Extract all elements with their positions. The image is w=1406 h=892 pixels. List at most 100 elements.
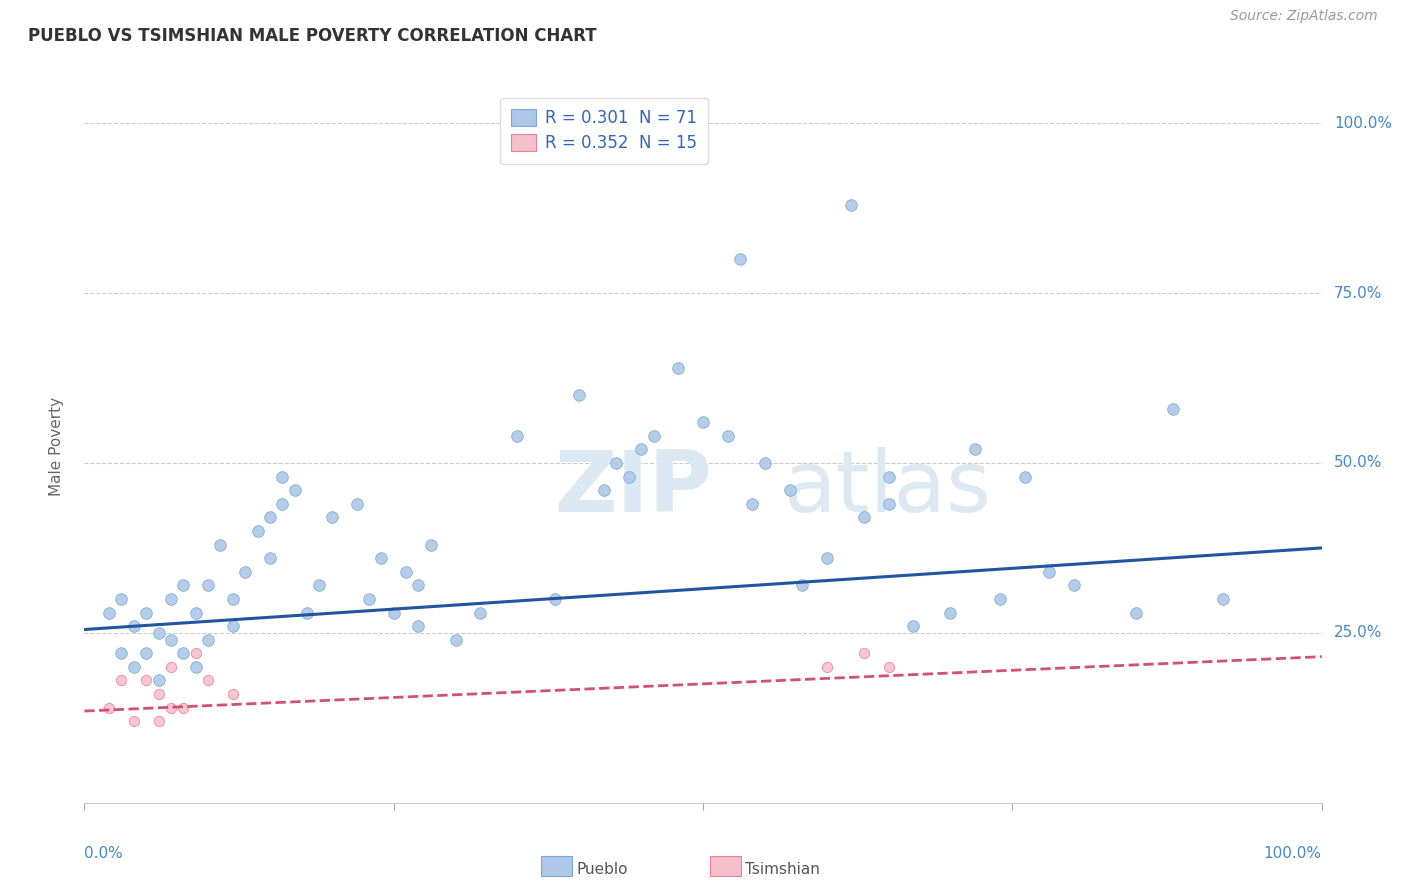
Point [172, 578, 194, 592]
Point [1038, 565, 1060, 579]
Point [965, 442, 987, 457]
Point [617, 469, 640, 483]
Point [160, 632, 183, 647]
Text: atlas: atlas [783, 447, 991, 531]
Point [148, 673, 170, 688]
Point [741, 497, 763, 511]
Point [321, 510, 343, 524]
Point [630, 442, 652, 457]
Point [408, 578, 430, 592]
Point [222, 591, 245, 606]
Point [346, 497, 368, 511]
Point [135, 606, 157, 620]
Point [815, 660, 838, 674]
Point [98, 700, 121, 714]
Point [184, 646, 207, 660]
Point [357, 591, 380, 606]
Point [444, 632, 467, 647]
Point [841, 198, 863, 212]
Point [790, 578, 813, 592]
Text: ZIP: ZIP [554, 447, 713, 531]
Point [717, 429, 740, 443]
Point [98, 606, 121, 620]
Text: Tsimshian: Tsimshian [745, 863, 820, 877]
Point [1014, 469, 1036, 483]
Point [506, 429, 529, 443]
Point [160, 660, 183, 674]
Point [1161, 401, 1184, 416]
Point [271, 497, 294, 511]
Text: 100.0%: 100.0% [1264, 846, 1322, 861]
Point [643, 429, 665, 443]
Point [172, 700, 194, 714]
Point [605, 456, 627, 470]
Point [271, 469, 294, 483]
Point [852, 646, 875, 660]
Point [135, 673, 157, 688]
Point [259, 510, 281, 524]
Point [222, 687, 245, 701]
Point [1125, 606, 1147, 620]
Point [209, 537, 232, 551]
Point [135, 646, 157, 660]
Point [470, 606, 492, 620]
Text: 25.0%: 25.0% [1334, 625, 1382, 640]
Point [259, 551, 281, 566]
Point [246, 524, 269, 538]
Point [815, 551, 838, 566]
Point [779, 483, 801, 498]
Point [568, 388, 591, 402]
Point [222, 619, 245, 633]
Text: Source: ZipAtlas.com: Source: ZipAtlas.com [1230, 9, 1378, 23]
Text: 50.0%: 50.0% [1334, 456, 1382, 470]
Point [593, 483, 616, 498]
Point [382, 606, 405, 620]
Point [184, 660, 207, 674]
Point [284, 483, 307, 498]
Point [110, 591, 132, 606]
Point [160, 591, 183, 606]
Point [395, 565, 418, 579]
Point [692, 415, 714, 429]
Point [1212, 591, 1234, 606]
Point [877, 660, 900, 674]
Text: PUEBLO VS TSIMSHIAN MALE POVERTY CORRELATION CHART: PUEBLO VS TSIMSHIAN MALE POVERTY CORRELA… [28, 27, 596, 45]
Point [148, 714, 170, 729]
Point [148, 687, 170, 701]
Point [110, 673, 132, 688]
Point [148, 626, 170, 640]
Point [160, 700, 183, 714]
Text: 0.0%: 0.0% [84, 846, 124, 861]
Point [877, 497, 900, 511]
Point [110, 646, 132, 660]
Point [197, 673, 219, 688]
Point [939, 606, 962, 620]
Text: Pueblo: Pueblo [576, 863, 628, 877]
Point [754, 456, 776, 470]
Point [903, 619, 925, 633]
Point [122, 660, 145, 674]
Point [122, 714, 145, 729]
Point [184, 606, 207, 620]
Legend: R = 0.301  N = 71, R = 0.352  N = 15: R = 0.301 N = 71, R = 0.352 N = 15 [499, 97, 709, 164]
Point [543, 591, 565, 606]
Point [233, 565, 256, 579]
Point [122, 619, 145, 633]
Text: 100.0%: 100.0% [1334, 116, 1392, 131]
Point [172, 646, 194, 660]
Point [308, 578, 330, 592]
Point [295, 606, 318, 620]
Point [419, 537, 441, 551]
Point [728, 252, 751, 266]
Point [877, 469, 900, 483]
Point [408, 619, 430, 633]
Point [370, 551, 392, 566]
Point [197, 578, 219, 592]
Point [852, 510, 875, 524]
Point [1063, 578, 1085, 592]
Text: 75.0%: 75.0% [1334, 285, 1382, 301]
Y-axis label: Male Poverty: Male Poverty [49, 396, 63, 496]
Point [988, 591, 1011, 606]
Point [197, 632, 219, 647]
Point [666, 360, 689, 375]
